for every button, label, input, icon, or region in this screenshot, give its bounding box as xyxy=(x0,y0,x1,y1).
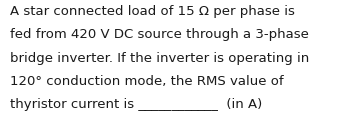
Text: bridge inverter. If the inverter is operating in: bridge inverter. If the inverter is oper… xyxy=(10,52,310,65)
Text: 120° conduction mode, the RMS value of: 120° conduction mode, the RMS value of xyxy=(10,75,284,88)
Text: fed from 420 V DC source through a 3-phase: fed from 420 V DC source through a 3-pha… xyxy=(10,28,309,41)
Text: A star connected load of 15 Ω per phase is: A star connected load of 15 Ω per phase … xyxy=(10,5,295,18)
Text: thyristor current is ____________  (in A): thyristor current is ____________ (in A) xyxy=(10,98,263,111)
